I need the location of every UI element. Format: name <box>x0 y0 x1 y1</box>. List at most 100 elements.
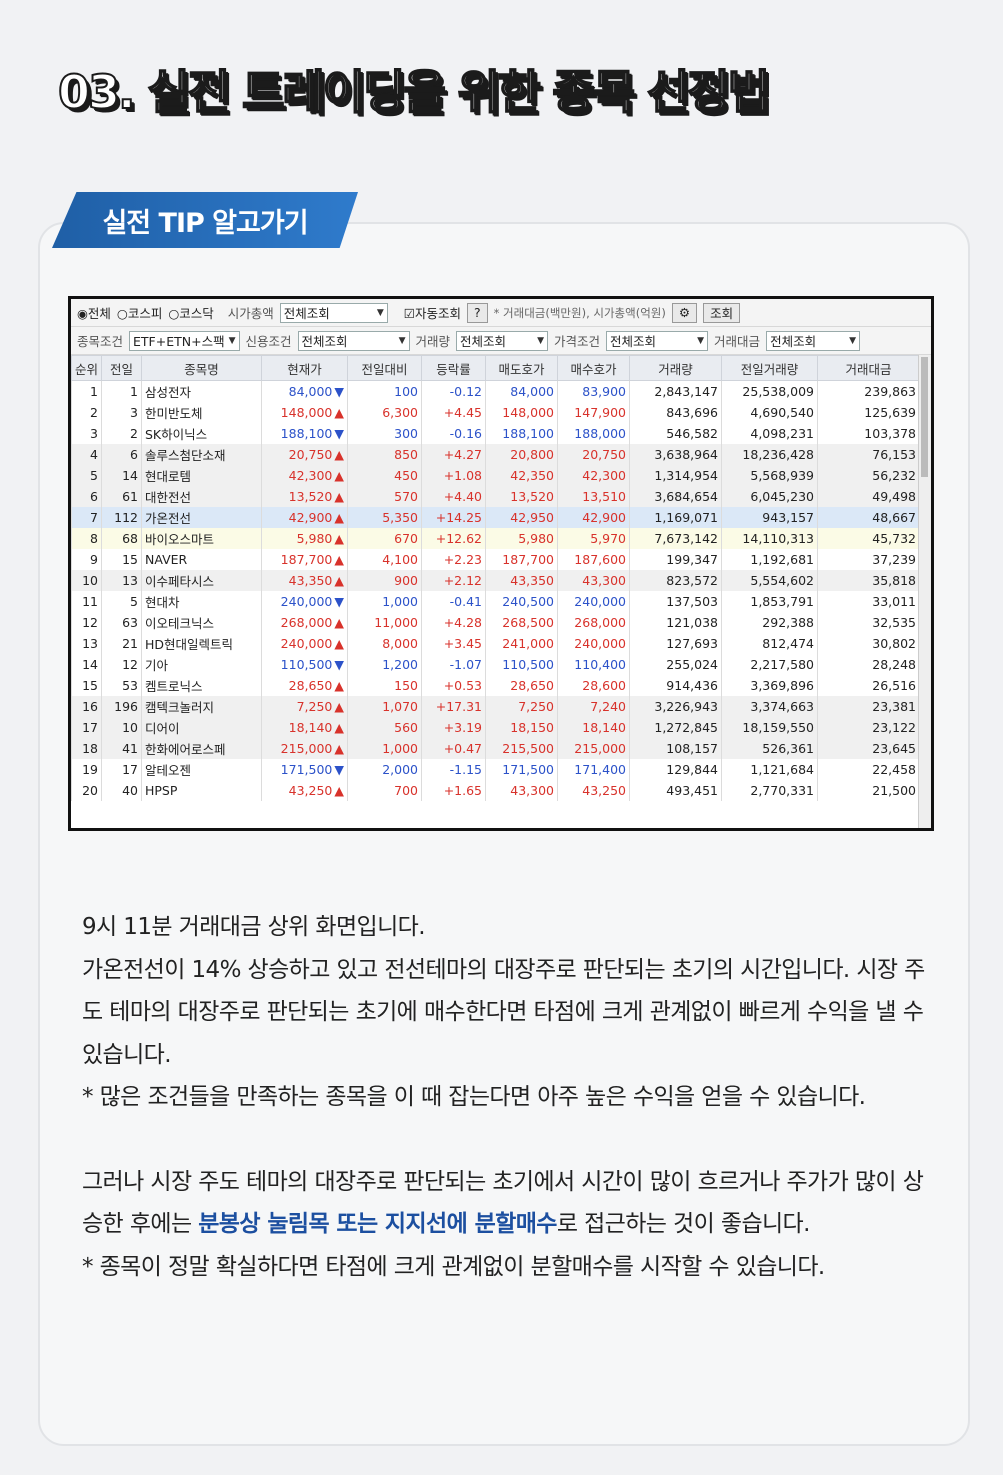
table-cell-name: 알테오젠 <box>141 759 262 780</box>
table-cell-prev: 2 <box>101 423 142 444</box>
tip-badge-label: 실전 TIP 알고가기 <box>102 207 308 239</box>
price-value: 84,000 <box>288 384 333 399</box>
column-header[interactable]: 종목명 <box>141 355 262 381</box>
table-cell-rank: 3 <box>71 423 102 444</box>
table-cell-vol: 7,673,142 <box>629 528 722 549</box>
table-row[interactable]: 6 61 대한전선 13,520 ▲ 570 +4.40 13,520 13,510 3,684,… <box>71 486 920 507</box>
table-cell-name: 현대로템 <box>141 465 262 486</box>
table-cell-amt: 35,818 <box>817 570 920 591</box>
table-cell-diff: 300 <box>347 423 422 444</box>
table-cell-pvol: 292,388 <box>721 612 818 633</box>
table-cell-bid: 110,400 <box>557 654 630 675</box>
unit-note: * 거래대금(백만원), 시가총액(억원) <box>493 305 666 320</box>
table-cell-pvol: 943,157 <box>721 507 818 528</box>
radio-all[interactable]: ◉전체 <box>77 306 111 321</box>
table-cell-rank: 4 <box>71 444 102 465</box>
table-cell-diff: 900 <box>347 570 422 591</box>
table-row[interactable]: 1 1 삼성전자 84,000 ▼ 100 -0.12 84,000 83,900 2,843,1… <box>71 380 920 402</box>
table-cell-name: 솔루스첨단소재 <box>141 444 262 465</box>
column-header[interactable]: 현재가 <box>261 355 348 381</box>
volume-select[interactable]: 전체조회 ▼ <box>456 330 549 351</box>
table-cell-bid: 42,900 <box>557 507 630 528</box>
price-value: 7,250 <box>296 699 333 714</box>
price-value: 13,520 <box>288 489 333 504</box>
table-row[interactable]: 15 53 켐트로닉스 28,650 ▲ 150 +0.53 28,650 28,600 914,… <box>71 675 920 696</box>
table-cell-prev: 112 <box>101 507 142 528</box>
table-row[interactable]: 14 12 기아 110,500 ▼ 1,200 -1.07 110,500 110,400 25… <box>71 654 920 675</box>
table-cell-price: 148,000 ▲ <box>261 402 348 423</box>
table-cell-vol: 199,347 <box>629 549 722 570</box>
table-cell-vol: 129,844 <box>629 759 722 780</box>
table-cell-rank: 12 <box>71 612 102 633</box>
scrollbar-thumb[interactable] <box>921 357 928 477</box>
column-header[interactable]: 등락률 <box>421 355 486 381</box>
auto-query-checkbox[interactable]: ☑자동조회 <box>403 306 461 321</box>
table-cell-vol: 3,684,654 <box>629 486 722 507</box>
radio-kosdaq[interactable]: ○코스닥 <box>168 306 214 321</box>
table-row[interactable]: 12 63 이오테크닉스 268,000 ▲ 11,000 +4.28 268,500 268,… <box>71 612 920 633</box>
table-cell-amt: 56,232 <box>817 465 920 486</box>
settings-icon[interactable]: ⚙ <box>671 302 698 323</box>
table-row[interactable]: 2 3 한미반도체 148,000 ▲ 6,300 +4.45 148,000 147,900 8… <box>71 402 920 423</box>
radio-kospi[interactable]: ○코스피 <box>116 306 163 321</box>
table-cell-bid: 20,750 <box>557 444 630 465</box>
column-header[interactable]: 매도호가 <box>485 355 558 381</box>
table-cell-vol: 108,157 <box>629 738 722 759</box>
table-row[interactable]: 20 40 HPSP 43,250 ▲ 700 +1.65 43,300 43,250 493,4… <box>71 780 920 801</box>
table-cell-price: 187,700 ▲ <box>261 549 348 570</box>
up-arrow-icon: ▲ <box>334 573 344 588</box>
query-button[interactable]: 조회 <box>703 302 741 323</box>
vertical-scrollbar[interactable] <box>918 355 931 828</box>
table-cell-pvol: 1,853,791 <box>721 591 818 612</box>
table-row[interactable]: 5 14 현대로템 42,300 ▲ 450 +1.08 42,350 42,300 1,314,… <box>71 465 920 486</box>
paragraph-2: 가온전선이 14% 상승하고 있고 전선테마의 대장주로 판단되는 초기의 시간… <box>82 956 925 1068</box>
table-row[interactable]: 11 5 현대차 240,000 ▼ 1,000 -0.41 240,500 240,000 13… <box>71 591 920 612</box>
table-row[interactable]: 3 2 SK하이닉스 188,100 ▼ 300 -0.16 188,100 188,000 54… <box>71 423 920 444</box>
column-header[interactable]: 거래대금 <box>817 355 920 381</box>
table-cell-rank: 1 <box>71 380 102 402</box>
paragraph-1: 9시 11분 거래대금 상위 화면입니다. <box>82 914 426 940</box>
column-header[interactable]: 매수호가 <box>557 355 630 381</box>
hts-screenshot: ◉전체 ○코스피 ○코스닥 시가총액 전체조회 ▼ ☑자동조회 ? * 거래대금(… <box>68 296 934 831</box>
table-cell-ask: 84,000 <box>485 380 558 402</box>
table-cell-ask: 110,500 <box>485 654 558 675</box>
column-header[interactable]: 전일 <box>101 355 142 381</box>
up-arrow-icon: ▲ <box>334 510 344 525</box>
table-cell-name: SK하이닉스 <box>141 423 262 444</box>
table-row[interactable]: 10 13 이수페타시스 43,350 ▲ 900 +2.12 43,350 43,300 823… <box>71 570 920 591</box>
table-row[interactable]: 19 17 알테오젠 171,500 ▼ 2,000 -1.15 171,500 171,400… <box>71 759 920 780</box>
table-cell-rank: 9 <box>71 549 102 570</box>
column-header[interactable]: 전일대비 <box>347 355 422 381</box>
table-cell-rank: 5 <box>71 465 102 486</box>
volume-label: 거래량 <box>415 334 451 349</box>
table-row[interactable]: 8 68 바이오스마트 5,980 ▲ 670 +12.62 5,980 5,970 7,673,… <box>71 528 920 549</box>
table-cell-prev: 40 <box>101 780 142 801</box>
table-cell-pvol: 3,374,663 <box>721 696 818 717</box>
price-select[interactable]: 전체조회 ▼ <box>606 330 709 351</box>
table-cell-price: 215,000 ▲ <box>261 738 348 759</box>
price-value: 43,350 <box>288 573 333 588</box>
table-cell-vol: 914,436 <box>629 675 722 696</box>
column-header[interactable]: 순위 <box>71 355 102 381</box>
table-row[interactable]: 16 196 캠텍크놀러지 7,250 ▲ 1,070 +17.31 7,250 7,240 3,… <box>71 696 920 717</box>
item-cond-select[interactable]: ETF+ETN+스팩 ▼ <box>129 330 240 351</box>
column-header[interactable]: 전일거래량 <box>721 355 818 381</box>
price-value: 전체조회 <box>610 334 657 349</box>
table-row[interactable]: 4 6 솔루스첨단소재 20,750 ▲ 850 +4.27 20,800 20,750 3,63… <box>71 444 920 465</box>
price-label: 가격조건 <box>554 334 601 349</box>
tip-badge: 실전 TIP 알고가기 <box>52 192 358 248</box>
table-cell-ask: 43,300 <box>485 780 558 801</box>
table-row[interactable]: 13 21 HD현대일렉트릭 240,000 ▲ 8,000 +3.45 241,000 240… <box>71 633 920 654</box>
market-cap-select[interactable]: 전체조회 ▼ <box>279 302 388 323</box>
amount-select[interactable]: 전체조회 ▼ <box>766 330 861 351</box>
table-row[interactable]: 18 41 한화에어로스페 215,000 ▲ 1,000 +0.47 215,500 215,… <box>71 738 920 759</box>
table-row[interactable]: 7 112 가온전선 42,900 ▲ 5,350 +14.25 42,950 42,900 1,… <box>71 507 920 528</box>
column-header[interactable]: 거래량 <box>629 355 722 381</box>
table-cell-bid: 42,300 <box>557 465 630 486</box>
help-button[interactable]: ? <box>467 302 488 323</box>
item-cond-value: ETF+ETN+스팩 <box>133 334 225 349</box>
table-row[interactable]: 9 15 NAVER 187,700 ▲ 4,100 +2.23 187,700 187,600… <box>71 549 920 570</box>
credit-select[interactable]: 전체조회 ▼ <box>297 330 410 351</box>
table-row[interactable]: 17 10 디어이 18,140 ▲ 560 +3.19 18,150 18,140 1,272,… <box>71 717 920 738</box>
table-cell-price: 42,300 ▲ <box>261 465 348 486</box>
